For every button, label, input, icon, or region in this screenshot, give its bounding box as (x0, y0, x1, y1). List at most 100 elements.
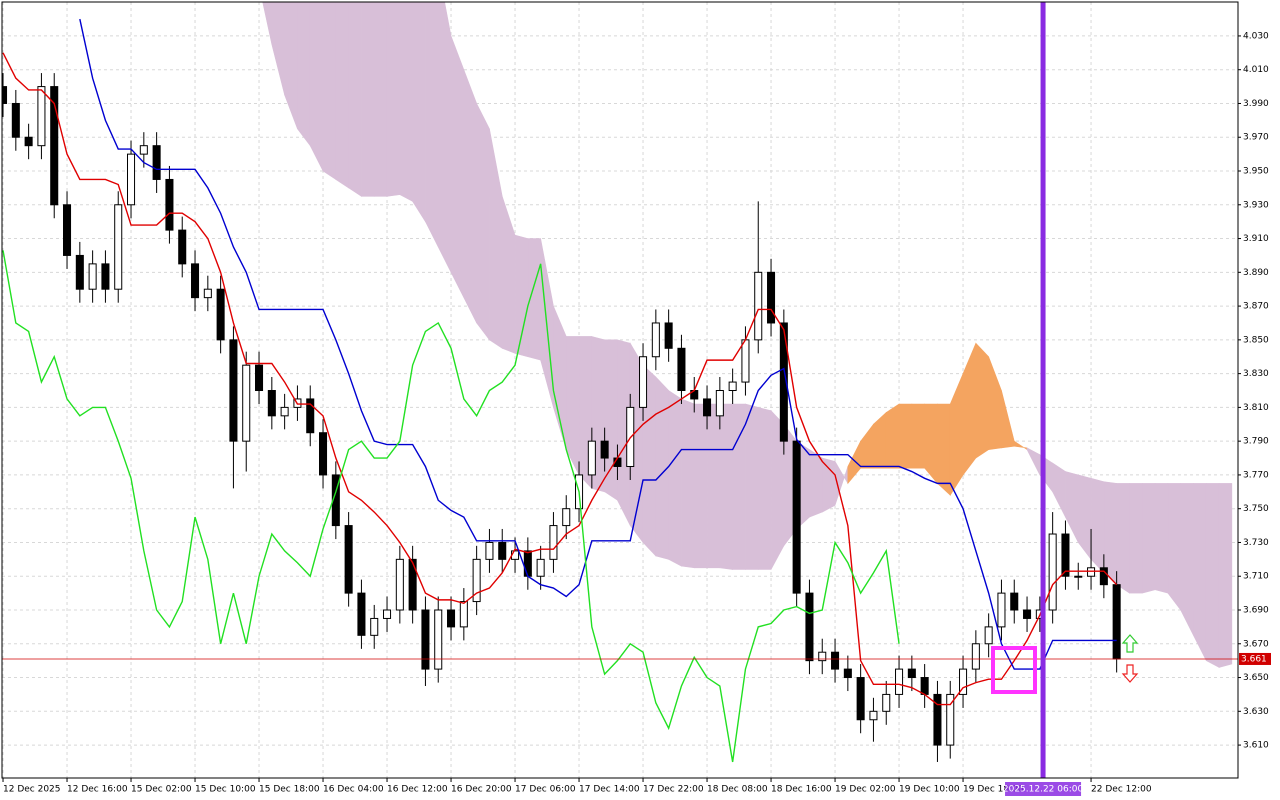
candle-body (1023, 609, 1032, 619)
candle-body (562, 508, 571, 527)
candle-body (971, 643, 980, 670)
candle-body (677, 347, 686, 392)
cloud-segment (1065, 471, 1079, 543)
candle-body (1061, 533, 1070, 577)
candle-layer (2, 73, 1121, 762)
cloud-segment (412, 2, 426, 223)
candle-body (959, 668, 968, 695)
candle-body (357, 592, 366, 636)
cloud-segment (553, 305, 567, 450)
cloud-segment (706, 403, 721, 569)
x-tick-label: 16 Dec 04:00 (323, 785, 384, 795)
cloud-segment (361, 2, 375, 197)
cloud-segment (757, 407, 772, 570)
vertical-line-label: 2025.12.22 06:00 (1003, 785, 1084, 795)
y-tick-label: 3.890 (1243, 268, 1269, 278)
cloud-segment (873, 411, 887, 469)
y-tick-label: 4.030 (1243, 31, 1269, 41)
candle-body (895, 668, 904, 695)
up-arrow (1121, 634, 1139, 653)
candle-body (459, 601, 468, 628)
cloud-segment (962, 343, 977, 476)
x-tick-label: 17 Dec 22:00 (643, 785, 704, 795)
cloud-segment (975, 342, 989, 459)
candle-body (280, 406, 289, 417)
cloud-segment (284, 2, 298, 129)
cloud-segment (1205, 483, 1220, 668)
candle-body (216, 288, 225, 341)
x-tick-label: 16 Dec 12:00 (387, 785, 448, 795)
cloud-segment (1154, 483, 1169, 594)
cloud-segment (681, 398, 695, 569)
candle-body (255, 364, 264, 392)
candle-body (114, 204, 123, 290)
candle-body (11, 102, 20, 138)
cloud-segment (425, 2, 439, 248)
candle-body (843, 668, 852, 679)
y-tick-label: 3.610 (1243, 741, 1269, 751)
candle-body (523, 550, 532, 577)
cloud-segment (668, 389, 682, 567)
candle-body (639, 356, 648, 408)
cloud-segment (373, 2, 388, 197)
cloud-segment (1116, 483, 1130, 594)
candle-body (600, 440, 609, 459)
cloud-segment (437, 2, 452, 273)
y-tick-label: 3.790 (1243, 437, 1269, 447)
candle-body (1112, 584, 1121, 660)
cloud-segment (745, 403, 759, 570)
candle-body (549, 525, 558, 560)
cloud-segment (1129, 483, 1143, 594)
candle-body (805, 592, 814, 662)
cloud-segment (271, 2, 285, 96)
y-tick-label: 3.650 (1243, 673, 1269, 683)
x-tick-label: 18 Dec 08:00 (707, 785, 768, 795)
candle-body (165, 178, 174, 231)
candle-body (383, 609, 392, 619)
candle-body (2, 86, 8, 104)
cloud-segment (450, 35, 465, 298)
x-tick-label: 12 Dec 2025 (3, 785, 61, 795)
y-tick-label: 3.670 (1243, 639, 1269, 649)
candle-body (191, 263, 200, 299)
cloud-segment (476, 103, 490, 341)
y-tick-label: 3.990 (1243, 99, 1269, 109)
y-tick-label: 3.910 (1243, 234, 1269, 244)
x-tick-label: 19 Dec 02:00 (835, 785, 896, 795)
cloud-segment (1026, 447, 1041, 476)
indicator-line (2, 52, 1118, 706)
cloud-segment (847, 441, 861, 485)
cloud-segment (297, 2, 311, 147)
cloud-segment (885, 403, 900, 469)
x-tick-label: 15 Dec 10:00 (195, 785, 256, 795)
y-tick-label: 3.770 (1243, 470, 1269, 480)
candle-body (587, 440, 596, 476)
candle-body (1099, 567, 1108, 586)
candle-body (229, 339, 238, 442)
candle-body (536, 558, 545, 577)
candle-body (50, 86, 59, 206)
candle-body (24, 136, 33, 147)
x-tick-label: 16 Dec 20:00 (451, 785, 512, 795)
cloud-segment (1180, 483, 1194, 636)
cloud-segment (821, 457, 836, 513)
candle-body (75, 254, 84, 290)
indicator-line (79, 18, 1117, 670)
cloud-segment (1013, 440, 1028, 451)
candle-body (88, 263, 97, 290)
candle-body (1087, 567, 1096, 577)
candle-body (664, 322, 673, 349)
candle-body (319, 432, 328, 476)
candle-body (792, 440, 801, 594)
y-tick-label: 3.830 (1243, 369, 1269, 379)
candle-body (63, 204, 72, 256)
candle-body (395, 558, 404, 611)
highlight-box (991, 646, 1037, 694)
y-tick-label: 3.710 (1243, 572, 1269, 582)
cloud-segment (501, 196, 516, 354)
y-tick-label: 3.870 (1243, 302, 1269, 312)
y-tick-label: 3.950 (1243, 167, 1269, 177)
candle-body (139, 145, 148, 155)
cloud-segment (860, 423, 874, 469)
